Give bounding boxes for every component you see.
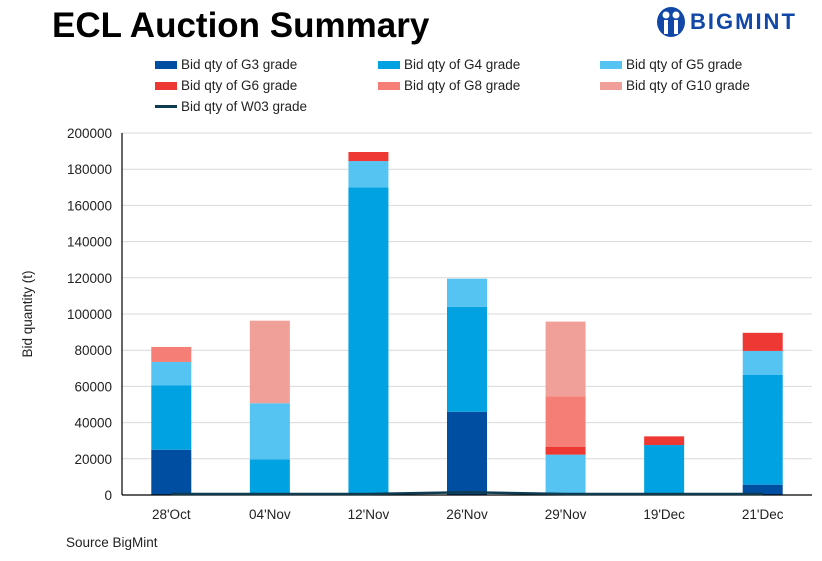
y-tick-label: 60000 xyxy=(74,379,112,394)
bar-segment-bid-qty-of-g4-grade xyxy=(644,445,685,495)
bar-segment-bid-qty-of-g10-grade xyxy=(545,321,586,397)
legend-swatch xyxy=(378,81,400,90)
bar-segment-bid-qty-of-g6-grade xyxy=(644,436,685,446)
legend-item: Bid qty of G3 grade xyxy=(155,57,297,72)
bar-segment-bid-qty-of-g6-grade xyxy=(545,446,586,455)
y-tick-label: 140000 xyxy=(67,235,112,250)
x-tick-label: 29'Nov xyxy=(545,507,587,522)
bar-segment-bid-qty-of-g10-grade xyxy=(249,320,290,404)
legend-item: Bid qty of G10 grade xyxy=(600,78,750,93)
legend-item: Bid qty of W03 grade xyxy=(155,99,307,114)
bar-segment-bid-qty-of-g4-grade xyxy=(249,459,290,495)
legend-swatch xyxy=(600,81,622,90)
legend-label: Bid qty of W03 grade xyxy=(181,99,308,114)
x-tick-label: 26'Nov xyxy=(446,507,488,522)
y-tick-label: 180000 xyxy=(67,162,112,177)
x-tick-label: 19'Dec xyxy=(643,507,685,522)
legend-item: Bid qty of G6 grade xyxy=(155,78,297,93)
legend-item: Bid qty of G5 grade xyxy=(600,57,742,72)
bar-segment-bid-qty-of-g4-grade xyxy=(151,385,192,450)
legend-label: Bid qty of G4 grade xyxy=(404,57,521,72)
bar-segment-bid-qty-of-g8-grade xyxy=(545,396,586,447)
bar-segment-bid-qty-of-g6-grade xyxy=(742,332,783,351)
legend-label: Bid qty of G6 grade xyxy=(181,78,298,93)
logo-text: BIGMINT xyxy=(690,9,797,34)
bar-segment-bid-qty-of-g4-grade xyxy=(447,306,487,412)
legend-swatch xyxy=(155,60,177,69)
bar-segment-bid-qty-of-g5-grade xyxy=(545,454,586,495)
x-tick-label: 12'Nov xyxy=(348,507,390,522)
legend-label: Bid qty of G3 grade xyxy=(181,57,298,72)
y-tick-label: 120000 xyxy=(67,271,112,286)
legend-item: Bid qty of G4 grade xyxy=(378,57,520,72)
y-tick-label: 80000 xyxy=(74,343,112,358)
legend-swatch xyxy=(600,60,622,69)
legend-label: Bid qty of G8 grade xyxy=(404,78,521,93)
bar-segment-bid-qty-of-g3-grade xyxy=(151,449,192,495)
x-tick-label: 28'Oct xyxy=(152,507,191,522)
y-tick-label: 0 xyxy=(104,488,112,503)
legend-label: Bid qty of G10 grade xyxy=(626,78,750,93)
bar-segment-bid-qty-of-g5-grade xyxy=(151,361,192,386)
bar-segment-bid-qty-of-g5-grade xyxy=(249,403,290,460)
bigmint-logo: BIGMINT xyxy=(656,6,797,38)
legend-swatch xyxy=(155,105,177,108)
bar-segment-bid-qty-of-g5-grade xyxy=(348,161,389,188)
bar-segment-bid-qty-of-g4-grade xyxy=(742,374,783,485)
bar-segment-bid-qty-of-g8-grade xyxy=(151,346,192,362)
y-tick-label: 40000 xyxy=(74,416,112,431)
x-tick-label: 21'Dec xyxy=(742,507,784,522)
legend-swatch xyxy=(378,60,400,69)
legend-item: Bid qty of G8 grade xyxy=(378,78,520,93)
bar-segment-bid-qty-of-g3-grade xyxy=(742,484,783,495)
bar-segment-bid-qty-of-g6-grade xyxy=(348,152,389,162)
y-tick-label: 20000 xyxy=(74,452,112,467)
bar-segment-bid-qty-of-g4-grade xyxy=(348,187,389,496)
y-tick-label: 100000 xyxy=(67,307,112,322)
legend-label: Bid qty of G5 grade xyxy=(626,57,743,72)
logo-people-icon xyxy=(657,7,685,37)
chart-title: ECL Auction Summary xyxy=(52,6,430,45)
source-note: Source BigMint xyxy=(66,535,158,550)
y-axis-label: Bid quantity (t) xyxy=(20,270,35,357)
bar-segment-bid-qty-of-g5-grade xyxy=(447,278,487,307)
legend-swatch xyxy=(155,81,177,90)
bar-segment-bid-qty-of-g5-grade xyxy=(742,350,783,375)
x-tick-label: 04'Nov xyxy=(249,507,291,522)
line-series-w03 xyxy=(171,490,763,496)
y-tick-label: 160000 xyxy=(67,198,112,213)
y-tick-label: 200000 xyxy=(67,126,112,141)
bar-segment-bid-qty-of-g3-grade xyxy=(447,411,487,495)
